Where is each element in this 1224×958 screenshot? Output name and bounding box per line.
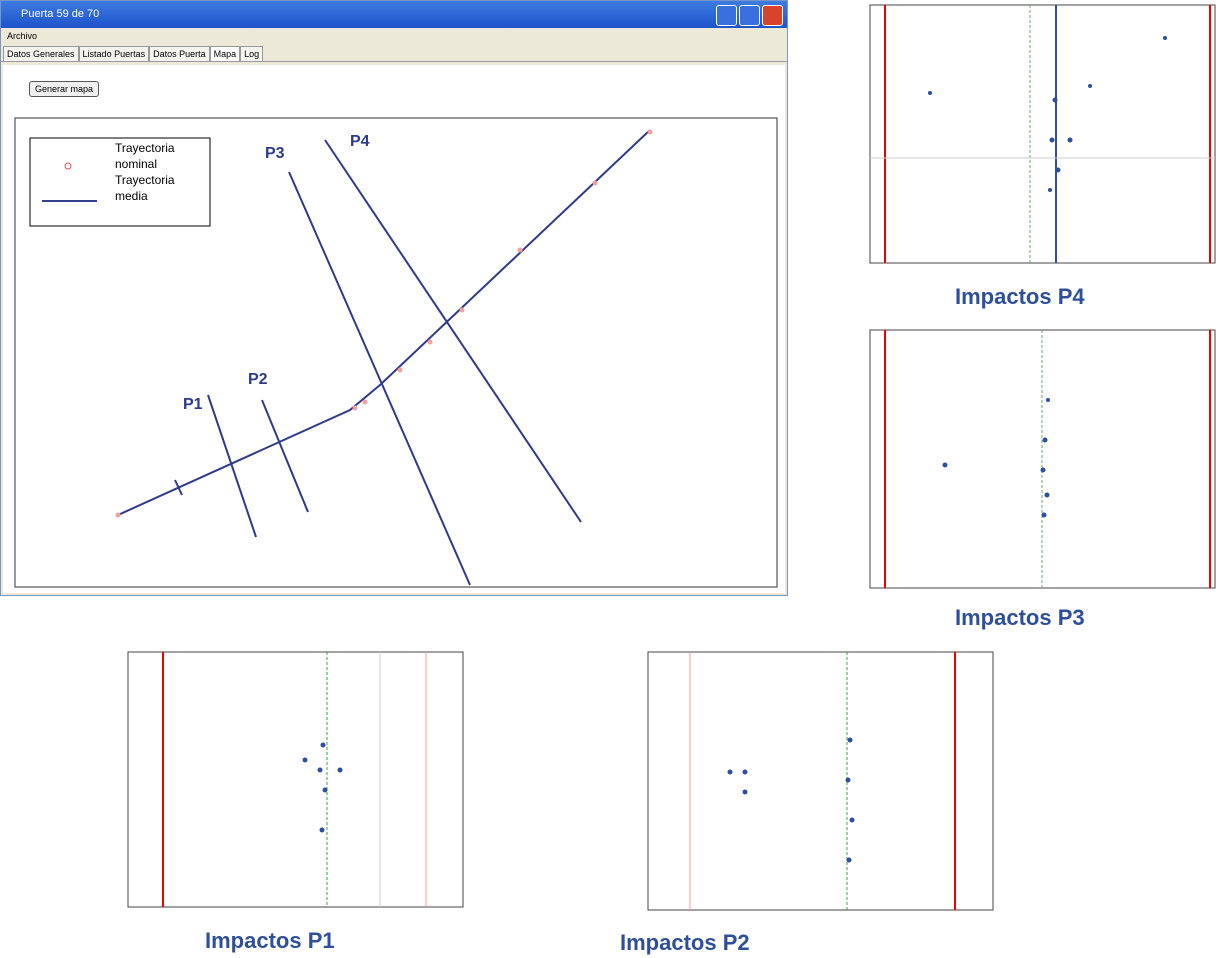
page: Puerta 59 de 70 Archivo Datos Generales … [0,0,1224,958]
plane-p3 [289,172,470,585]
caption: Impactos P3 [955,605,1085,631]
plane-label: P1 [183,396,203,413]
plot-p3 [870,330,1215,588]
caption: Impactos P4 [955,284,1085,310]
plane-p1 [208,395,256,537]
plane-label: P4 [350,133,370,150]
plot-p4 [870,5,1215,263]
plane-p2 [262,400,308,512]
plane-p4 [325,140,581,522]
plane-label: P2 [248,371,268,388]
plot-p2 [648,652,993,910]
drawing: Trayectoria nominalTrayectoria media P1 … [0,0,1224,958]
caption: Impactos P2 [620,930,750,956]
legend-label: Trayectoria nominal [115,140,210,172]
plot-p1 [128,652,463,907]
legend-label: Trayectoria media [115,172,210,204]
plane-label: P3 [265,145,285,162]
caption: Impactos P1 [205,928,335,954]
